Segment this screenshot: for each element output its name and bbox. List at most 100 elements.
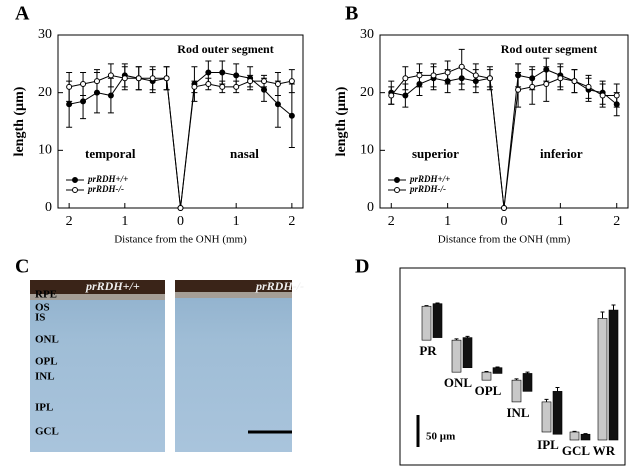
legend-label: prRDH-/- xyxy=(87,184,124,194)
bar xyxy=(597,318,608,441)
bar xyxy=(432,303,443,338)
legend-label: prRDH-/- xyxy=(409,184,446,194)
error-bar xyxy=(525,371,530,374)
annotation: Rod outer segment xyxy=(177,42,273,56)
layer-label: ONL xyxy=(35,334,59,346)
layer-label: GCL xyxy=(35,426,59,438)
marker xyxy=(233,83,240,90)
layer-label: IS xyxy=(35,312,45,324)
marker xyxy=(585,83,592,90)
bar xyxy=(451,339,462,373)
y-tick-label: 10 xyxy=(38,143,52,158)
x-axis-title: Distance from the ONH (mm) xyxy=(114,234,247,246)
marker xyxy=(486,75,493,82)
category-label: ONL xyxy=(444,375,473,390)
marker xyxy=(599,92,606,99)
layer-label: OS xyxy=(35,302,50,314)
layer-label: IPL xyxy=(35,402,53,414)
pigment-band xyxy=(175,292,292,298)
y-tick-label: 30 xyxy=(360,27,374,42)
x-tick-label: 1 xyxy=(233,214,240,229)
marker xyxy=(274,81,281,88)
image-label: prRDH+/+ xyxy=(85,279,140,293)
y-tick-label: 0 xyxy=(367,200,374,215)
annotation: superior xyxy=(412,146,459,161)
micrograph xyxy=(30,280,165,452)
bar xyxy=(492,367,503,374)
scale-bar-label: 50 µm xyxy=(426,431,455,443)
error-bar xyxy=(611,304,616,311)
pigment-band xyxy=(175,280,292,292)
y-tick-label: 10 xyxy=(360,143,374,158)
annotation: Rod outer segment xyxy=(501,42,597,56)
bar xyxy=(569,431,580,441)
x-tick-label: 1 xyxy=(557,214,564,229)
category-label: GCL xyxy=(562,443,591,458)
error-bar xyxy=(424,305,429,307)
marker xyxy=(388,92,395,99)
x-axis-title: Distance from the ONH (mm) xyxy=(438,234,571,246)
pigment-band xyxy=(30,280,165,294)
category-label: INL xyxy=(506,405,529,420)
marker xyxy=(107,72,114,79)
marker xyxy=(80,98,87,105)
micrograph-panel: prRDH+/+ prRDH-/- C xyxy=(15,256,304,452)
error-bar xyxy=(484,371,489,373)
bar xyxy=(522,373,533,392)
legend-marker xyxy=(394,187,400,193)
marker xyxy=(219,83,226,90)
bar xyxy=(608,309,619,441)
error-bar xyxy=(495,366,500,368)
marker xyxy=(571,78,578,85)
legend-marker xyxy=(72,187,78,193)
y-axis-title: length (µm) xyxy=(334,86,349,156)
marker xyxy=(288,112,295,119)
bar xyxy=(462,337,473,368)
bar xyxy=(421,305,432,341)
marker xyxy=(121,75,128,82)
marker xyxy=(261,86,268,93)
error-bar xyxy=(544,398,549,402)
x-tick-label: 1 xyxy=(444,214,451,229)
panel-label: B xyxy=(345,3,358,25)
panel-label: A xyxy=(15,3,30,25)
category-label: WR xyxy=(593,443,616,458)
layer-label: RPE xyxy=(35,289,57,301)
error-bar xyxy=(572,430,577,432)
marker xyxy=(247,78,254,85)
panel-frame xyxy=(399,267,626,466)
error-bar xyxy=(435,302,440,304)
error-bar xyxy=(454,338,459,341)
marker xyxy=(233,72,240,79)
error-bar xyxy=(465,335,470,338)
marker xyxy=(107,92,114,99)
bar xyxy=(541,401,552,433)
marker xyxy=(501,205,507,211)
marker xyxy=(219,69,226,76)
marker xyxy=(402,92,409,99)
marker xyxy=(613,92,620,99)
marker xyxy=(149,75,156,82)
marker xyxy=(557,75,564,82)
panel-label: C xyxy=(15,256,29,278)
marker xyxy=(402,75,409,82)
marker xyxy=(191,83,198,90)
legend-label: prRDH+/+ xyxy=(409,174,450,184)
error-bar xyxy=(514,378,519,381)
micrograph xyxy=(175,280,292,452)
bar xyxy=(511,379,522,403)
marker xyxy=(529,83,536,90)
marker xyxy=(66,101,73,108)
marker xyxy=(205,81,212,88)
panel-label: D xyxy=(355,256,369,278)
marker xyxy=(543,81,550,88)
marker xyxy=(515,86,522,93)
marker xyxy=(66,83,73,90)
category-label: PR xyxy=(419,343,437,358)
layer-label: OPL xyxy=(35,356,58,368)
x-tick-label: 2 xyxy=(66,214,73,229)
x-tick-label: 0 xyxy=(501,214,508,229)
y-axis-title: length (µm) xyxy=(12,86,27,156)
